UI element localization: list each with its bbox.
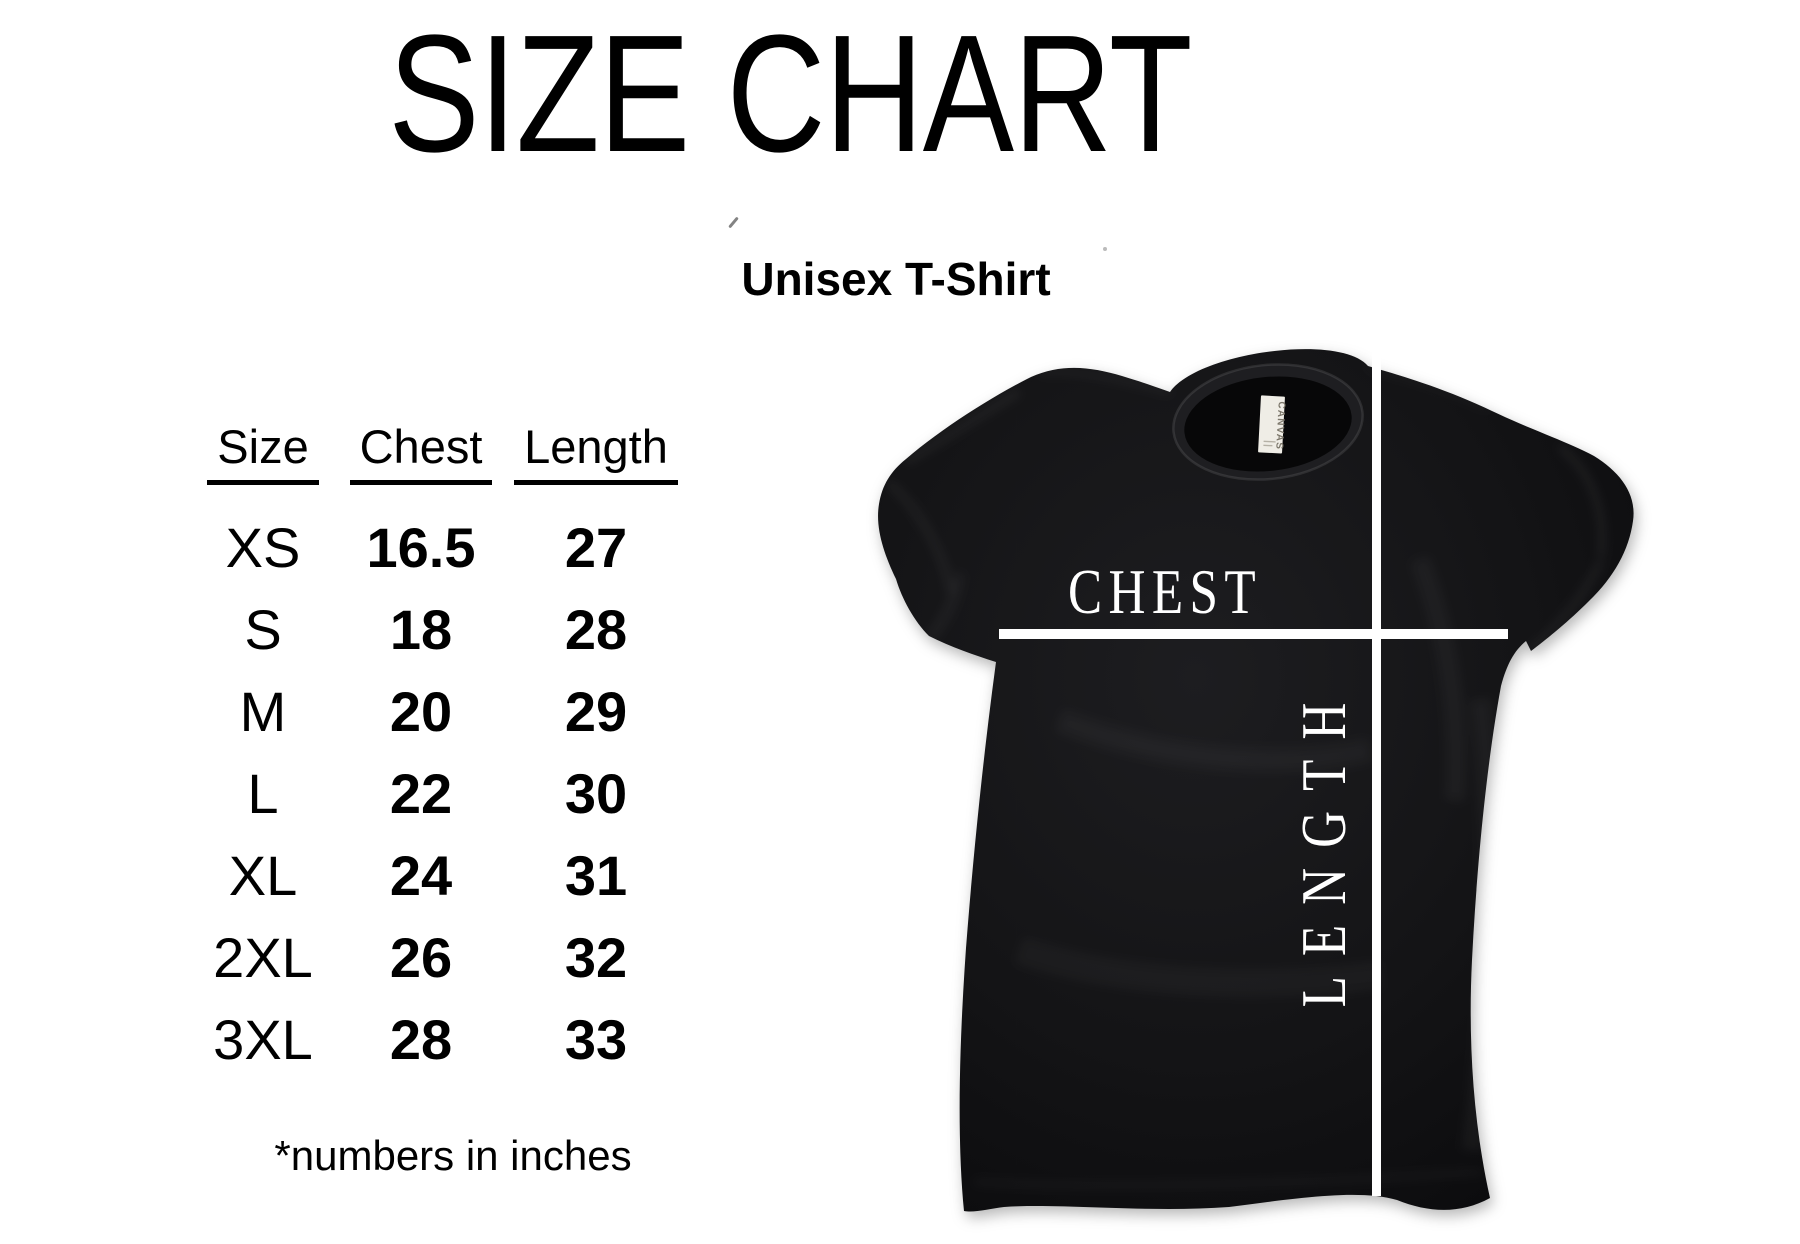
chest-measure-line bbox=[999, 629, 1508, 639]
page-subtitle: Unisex T-Shirt bbox=[741, 253, 1051, 305]
photo-noise-mark bbox=[1103, 247, 1107, 251]
chest-cell: 22 bbox=[389, 761, 453, 825]
size-cell: S bbox=[244, 597, 282, 661]
neck-tag: CANVAS bbox=[1258, 395, 1287, 454]
length-label: LENGTH bbox=[1288, 683, 1360, 1008]
size-cell: 3XL bbox=[213, 1007, 313, 1071]
chest-cell: 20 bbox=[389, 679, 453, 743]
neck-tag-text: CANVAS bbox=[1273, 401, 1287, 450]
length-cell: 29 bbox=[564, 679, 628, 743]
chest-label: CHEST bbox=[1068, 556, 1262, 628]
length-cell: 31 bbox=[564, 843, 628, 907]
size-cell: XS bbox=[225, 515, 301, 579]
length-cell: 32 bbox=[564, 925, 628, 989]
length-cell: 30 bbox=[564, 761, 628, 825]
size-table-header-chest: Chest bbox=[346, 420, 496, 506]
page-title: SIZE CHART bbox=[388, 1, 1192, 187]
size-table: Size Chest Length XS 16.5 27 S 18 28 M 2… bbox=[180, 420, 696, 1080]
size-cell: XL bbox=[228, 843, 298, 907]
size-table-header-size: Size bbox=[180, 420, 346, 506]
chest-cell: 16.5 bbox=[366, 515, 476, 579]
units-footnote: *numbers in inches bbox=[274, 1132, 632, 1179]
chest-cell: 28 bbox=[389, 1007, 453, 1071]
size-cell: M bbox=[239, 679, 287, 743]
size-cell: 2XL bbox=[213, 925, 313, 989]
length-cell: 28 bbox=[564, 597, 628, 661]
length-measure-line bbox=[1372, 348, 1381, 1196]
length-cell: 33 bbox=[564, 1007, 628, 1071]
chest-cell: 18 bbox=[389, 597, 453, 661]
length-cell: 27 bbox=[564, 515, 628, 579]
chest-cell: 26 bbox=[389, 925, 453, 989]
size-table-header-length: Length bbox=[496, 420, 696, 506]
chest-cell: 24 bbox=[389, 843, 453, 907]
fabric-wrinkles bbox=[886, 364, 1604, 1187]
tshirt-silhouette bbox=[878, 349, 1634, 1212]
size-cell: L bbox=[247, 761, 279, 825]
